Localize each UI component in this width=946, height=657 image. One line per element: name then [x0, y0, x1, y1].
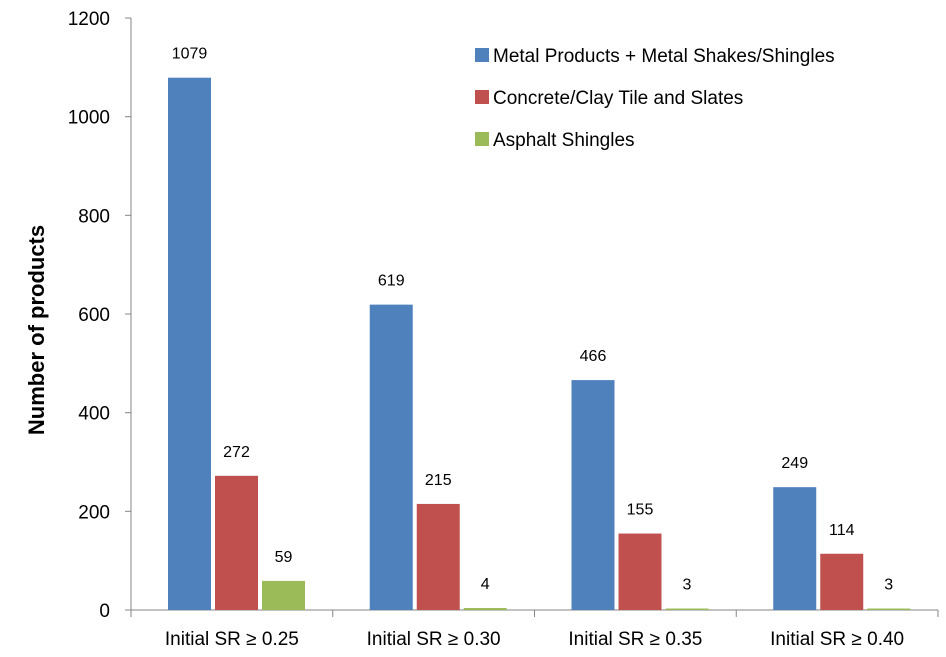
x-tick-label: Initial SR ≥ 0.25 [165, 629, 299, 650]
legend-swatch [475, 90, 489, 104]
bar [463, 608, 507, 610]
data-label: 249 [781, 455, 808, 472]
bar [215, 475, 258, 610]
bar [773, 487, 817, 610]
y-tick-label: 400 [78, 404, 110, 425]
data-label: 3 [884, 577, 893, 594]
data-label: 4 [481, 576, 490, 593]
data-labels: 1079 272 59 619 215 4 466 155 3 249 114 3 [172, 46, 894, 594]
y-axis-label: Number of products [24, 225, 49, 435]
data-label: 1079 [172, 46, 208, 63]
legend-swatch [475, 132, 489, 146]
data-label: 3 [683, 577, 692, 594]
legend-label: Metal Products + Metal Shakes/Shingles [493, 46, 835, 67]
y-ticks: 0 200 400 600 800 1000 1200 [68, 9, 131, 622]
bar [867, 608, 911, 610]
x-ticks: Initial SR ≥ 0.25 Initial SR ≥ 0.30 Initia… [130, 610, 939, 650]
bar [618, 533, 662, 610]
x-tick-label: Initial SR ≥ 0.40 [770, 629, 904, 650]
bar [665, 608, 709, 610]
bars [168, 77, 911, 610]
data-label: 59 [275, 549, 293, 566]
y-tick-label: 800 [78, 206, 110, 227]
legend-swatch [475, 48, 489, 62]
y-tick-label: 1000 [68, 108, 110, 129]
x-tick-label: Initial SR ≥ 0.35 [568, 629, 702, 650]
data-label: 155 [627, 502, 654, 519]
y-tick-label: 200 [78, 502, 110, 523]
y-tick-label: 600 [78, 305, 110, 326]
data-label: 619 [378, 273, 405, 290]
legend: Metal Products + Metal Shakes/Shingles Co… [475, 46, 835, 151]
bar [820, 553, 864, 610]
legend-label: Asphalt Shingles [493, 130, 635, 151]
x-tick-label: Initial SR ≥ 0.30 [367, 629, 501, 650]
legend-label: Concrete/Clay Tile and Slates [493, 88, 743, 109]
bar [416, 503, 460, 610]
y-tick-label: 1200 [68, 9, 110, 30]
data-label: 466 [580, 348, 607, 365]
y-tick-label: 0 [99, 601, 110, 622]
data-label: 114 [829, 522, 855, 539]
bar [262, 580, 305, 610]
bar [369, 304, 413, 610]
bar [571, 380, 615, 610]
data-label: 272 [223, 444, 250, 461]
data-label: 215 [425, 472, 452, 489]
bar [168, 77, 211, 610]
